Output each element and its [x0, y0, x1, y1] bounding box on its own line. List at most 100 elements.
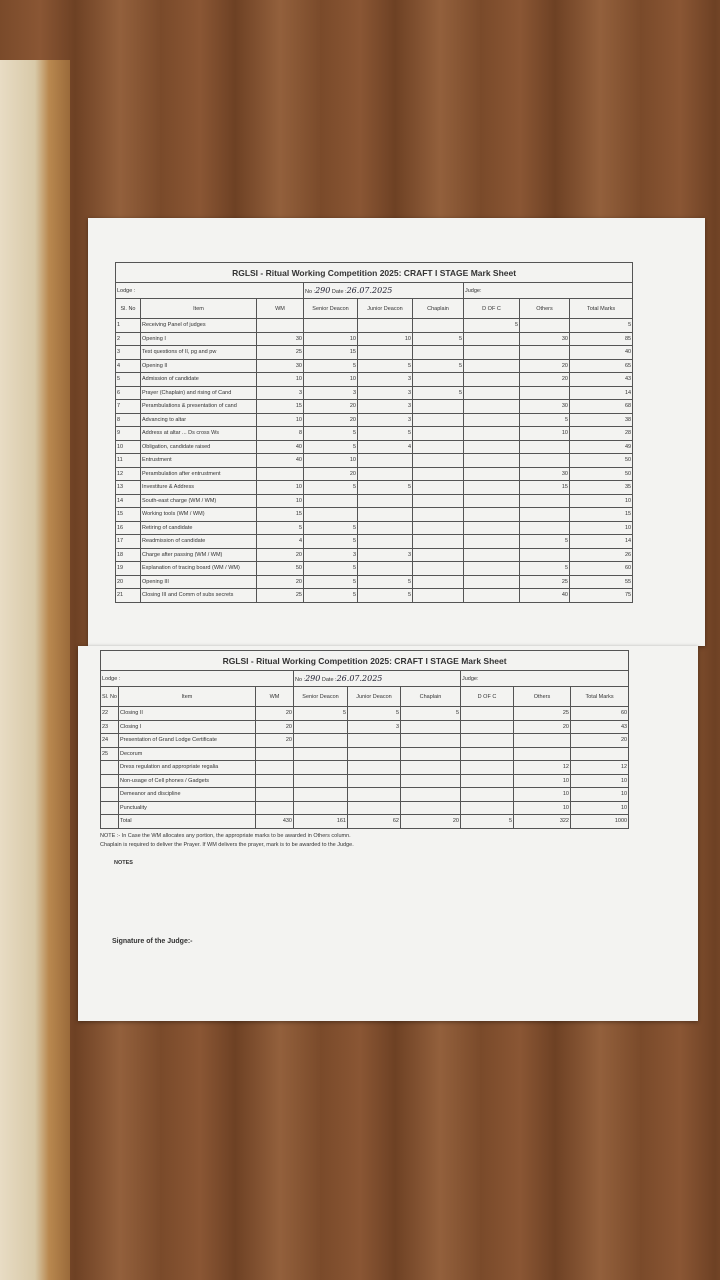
- marks-cell: [255, 773, 294, 788]
- marks-cell: 20: [256, 547, 304, 562]
- marks-cell: [412, 534, 464, 549]
- marks-cell: 26: [568, 547, 634, 562]
- marks-cell: [293, 746, 348, 761]
- marks-cell: [519, 507, 570, 522]
- marks-cell: [460, 706, 514, 721]
- marks-cell: 10: [568, 520, 634, 535]
- marks-cell: 10: [513, 773, 571, 788]
- number-cell: 16: [115, 520, 141, 535]
- marks-cell: [347, 760, 401, 775]
- item-cell: Investiture & Address: [140, 480, 257, 495]
- column-header: Others: [513, 686, 571, 707]
- number-cell: 20: [115, 574, 141, 589]
- marks-cell: 5: [568, 318, 634, 333]
- marks-cell: 5: [347, 706, 401, 721]
- marks-cell: [293, 787, 348, 802]
- marks-cell: [519, 345, 570, 360]
- column-header: Sl. No: [100, 686, 119, 707]
- table-row: 11 Entrustment 40 10 50: [115, 453, 634, 468]
- marks-cell: 60: [569, 706, 630, 721]
- marks-cell: [357, 493, 413, 508]
- number-cell: 14: [115, 493, 141, 508]
- marks-cell: 3: [357, 399, 413, 414]
- marks-cell: [519, 547, 570, 562]
- lodge-label: Lodge :: [102, 675, 121, 682]
- marks-cell: 12: [569, 760, 630, 775]
- marks-cell: 25: [513, 706, 571, 721]
- date-value: 26.07.2025: [346, 286, 393, 295]
- marks-cell: 38: [568, 412, 634, 427]
- table-row: Dress regulation and appropriate regalia…: [100, 760, 630, 775]
- marks-cell: 3: [357, 385, 413, 400]
- table-row: 2 Opening I 30 10 10 5 30 85: [115, 331, 634, 346]
- number-cell: 18: [115, 547, 141, 562]
- marks-cell: 65: [568, 358, 634, 373]
- marks-cell: 62: [347, 814, 401, 829]
- marks-cell: [293, 733, 348, 748]
- item-cell: Closing I: [118, 719, 256, 734]
- marks-cell: 10: [256, 372, 304, 387]
- marks-cell: 5: [357, 358, 413, 373]
- table-row: 20 Opening III 20 5 5 25 55: [115, 574, 634, 589]
- marks-cell: 75: [568, 588, 634, 603]
- marks-cell: 10: [569, 773, 630, 788]
- item-cell: Closing II: [118, 706, 256, 721]
- marks-cell: 15: [519, 480, 570, 495]
- marks-cell: [463, 574, 520, 589]
- marks-cell: 43: [568, 372, 634, 387]
- marks-cell: 55: [568, 574, 634, 589]
- marks-cell: 5: [303, 574, 358, 589]
- marks-cell: 10: [513, 800, 571, 815]
- marks-cell: 25: [519, 574, 570, 589]
- date-value: 26.07.2025: [336, 674, 383, 683]
- item-cell: Prayer (Chaplain) and rising of Cand: [140, 385, 257, 400]
- note: Chaplain is required to deliver the Pray…: [100, 842, 354, 848]
- marks-cell: 50: [568, 453, 634, 468]
- marks-cell: 40: [519, 588, 570, 603]
- header-row: Sl. No Item WM Senior Deacon Junior Deacon Ch…: [100, 686, 630, 707]
- marks-cell: [412, 399, 464, 414]
- item-cell: Opening I: [140, 331, 257, 346]
- marks-cell: [463, 453, 520, 468]
- marks-cell: [400, 773, 461, 788]
- column-header: Total Marks: [569, 686, 630, 707]
- sheet-title: RGLSI - Ritual Working Competition 2025:…: [114, 262, 634, 283]
- marks-cell: 4: [357, 439, 413, 454]
- marks-cell: 10: [357, 331, 413, 346]
- marks-cell: 5: [303, 588, 358, 603]
- notes-heading: NOTES: [114, 860, 133, 866]
- marks-cell: [357, 507, 413, 522]
- lodge-label: Lodge :: [117, 287, 136, 294]
- table-row: 10 Obligation, candidate raised 40 5 4 49: [115, 439, 634, 454]
- number-cell: 10: [115, 439, 141, 454]
- marks-cell: [412, 466, 464, 481]
- table-row: 15 Working tools (WM / WM) 15 15: [115, 507, 634, 522]
- sheet: RGLSI - Ritual Working Competition 2025:…: [88, 218, 705, 646]
- marks-cell: [293, 800, 348, 815]
- marks-cell: [357, 534, 413, 549]
- title-row: RGLSI - Ritual Working Competition 2025:…: [99, 650, 630, 671]
- marks-cell: 3: [256, 385, 304, 400]
- marks-cell: [463, 439, 520, 454]
- marks-cell: [303, 493, 358, 508]
- marks-cell: [412, 493, 464, 508]
- column-header: Item: [118, 686, 256, 707]
- marks-cell: 10: [256, 412, 304, 427]
- marks-cell: [463, 507, 520, 522]
- item-cell: Charge after passing (WM / WM): [140, 547, 257, 562]
- number-cell: 17: [115, 534, 141, 549]
- marks-cell: 50: [568, 466, 634, 481]
- marks-cell: 50: [256, 561, 304, 576]
- item-cell: Perambulation after entrustment: [140, 466, 257, 481]
- number-cell: 12: [115, 466, 141, 481]
- marks-cell: 40: [256, 439, 304, 454]
- marks-cell: [519, 453, 570, 468]
- marks-cell: [412, 345, 464, 360]
- marks-cell: 30: [256, 331, 304, 346]
- marks-cell: [463, 547, 520, 562]
- marks-cell: 10: [568, 493, 634, 508]
- marks-cell: [400, 719, 461, 734]
- number-cell: 2: [115, 331, 141, 346]
- marks-cell: 49: [568, 439, 634, 454]
- marks-cell: 20: [519, 358, 570, 373]
